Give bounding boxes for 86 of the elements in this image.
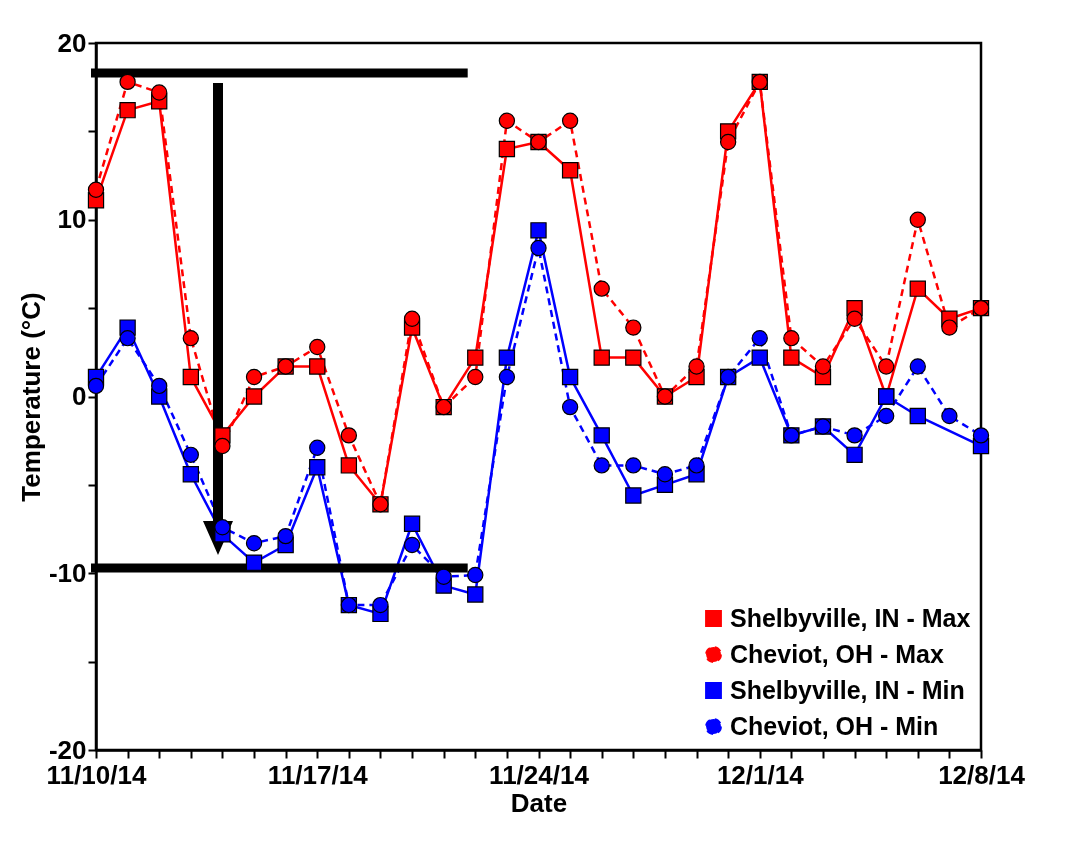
y-axis-title: Temperature (°C) bbox=[15, 292, 46, 502]
point bbox=[372, 596, 389, 614]
point bbox=[846, 427, 863, 444]
point bbox=[498, 349, 516, 366]
point bbox=[151, 377, 168, 395]
point bbox=[909, 211, 926, 228]
point bbox=[909, 407, 926, 425]
x-tick-label: 12/1/14 bbox=[716, 759, 805, 790]
x-axis-title: Date bbox=[510, 787, 568, 818]
point bbox=[719, 133, 737, 151]
point bbox=[435, 568, 452, 585]
point bbox=[688, 457, 705, 474]
point bbox=[119, 73, 136, 91]
point bbox=[688, 358, 705, 375]
point bbox=[309, 439, 326, 456]
point bbox=[403, 536, 421, 554]
point bbox=[309, 358, 326, 375]
point bbox=[119, 330, 136, 347]
legend-label: Cheviot, OH - Min bbox=[730, 711, 939, 740]
point bbox=[498, 140, 516, 158]
point bbox=[182, 368, 199, 386]
point bbox=[151, 84, 168, 101]
x-tick-label: 12/8/14 bbox=[938, 759, 1026, 790]
point bbox=[783, 330, 800, 347]
point bbox=[593, 457, 610, 474]
point bbox=[182, 446, 199, 463]
point bbox=[245, 388, 263, 405]
point bbox=[941, 319, 958, 336]
point bbox=[751, 330, 768, 347]
point bbox=[498, 112, 516, 129]
x-tick-label: 11/17/14 bbox=[267, 759, 369, 790]
point bbox=[561, 112, 579, 129]
point bbox=[467, 349, 484, 366]
y-tick-label: 20 bbox=[57, 27, 87, 58]
point bbox=[625, 457, 642, 474]
point bbox=[277, 527, 294, 545]
point bbox=[403, 310, 421, 327]
legend-label: Shelbyville, IN - Min bbox=[730, 675, 965, 704]
point bbox=[309, 459, 326, 476]
point bbox=[498, 368, 516, 386]
point bbox=[245, 368, 263, 386]
point bbox=[909, 358, 926, 375]
point bbox=[561, 162, 579, 179]
point bbox=[182, 330, 199, 347]
point bbox=[878, 407, 895, 425]
point bbox=[941, 407, 958, 425]
point bbox=[656, 466, 674, 483]
point bbox=[783, 349, 800, 366]
point bbox=[467, 368, 484, 386]
y-tick-label: 0 bbox=[72, 381, 87, 411]
point bbox=[561, 368, 579, 386]
point bbox=[340, 457, 358, 474]
point bbox=[846, 446, 863, 464]
y-tick-label: 10 bbox=[57, 204, 87, 235]
point bbox=[467, 566, 484, 584]
point bbox=[403, 515, 421, 532]
point bbox=[625, 319, 642, 336]
point bbox=[751, 349, 768, 366]
point bbox=[814, 358, 832, 375]
point bbox=[846, 310, 863, 327]
point bbox=[593, 349, 610, 366]
point bbox=[530, 222, 547, 239]
point bbox=[909, 280, 926, 297]
point bbox=[119, 101, 136, 119]
point bbox=[561, 398, 579, 416]
legend-label: Shelbyville, IN - Max bbox=[730, 603, 971, 632]
point bbox=[214, 519, 231, 536]
point bbox=[467, 586, 484, 603]
point bbox=[182, 466, 199, 483]
point bbox=[309, 338, 326, 356]
point bbox=[593, 280, 610, 297]
point bbox=[340, 427, 358, 444]
point bbox=[214, 437, 231, 455]
point bbox=[87, 377, 105, 395]
point bbox=[245, 535, 263, 552]
point bbox=[245, 554, 263, 571]
point bbox=[87, 181, 105, 198]
point bbox=[625, 487, 642, 504]
y-tick-label: -10 bbox=[48, 557, 87, 588]
point bbox=[972, 427, 990, 444]
point bbox=[530, 239, 547, 257]
point bbox=[878, 358, 895, 375]
legend-label: Cheviot, OH - Max bbox=[730, 639, 945, 668]
x-tick-label: 11/24/14 bbox=[489, 759, 590, 790]
point bbox=[593, 427, 610, 444]
point bbox=[625, 349, 642, 366]
